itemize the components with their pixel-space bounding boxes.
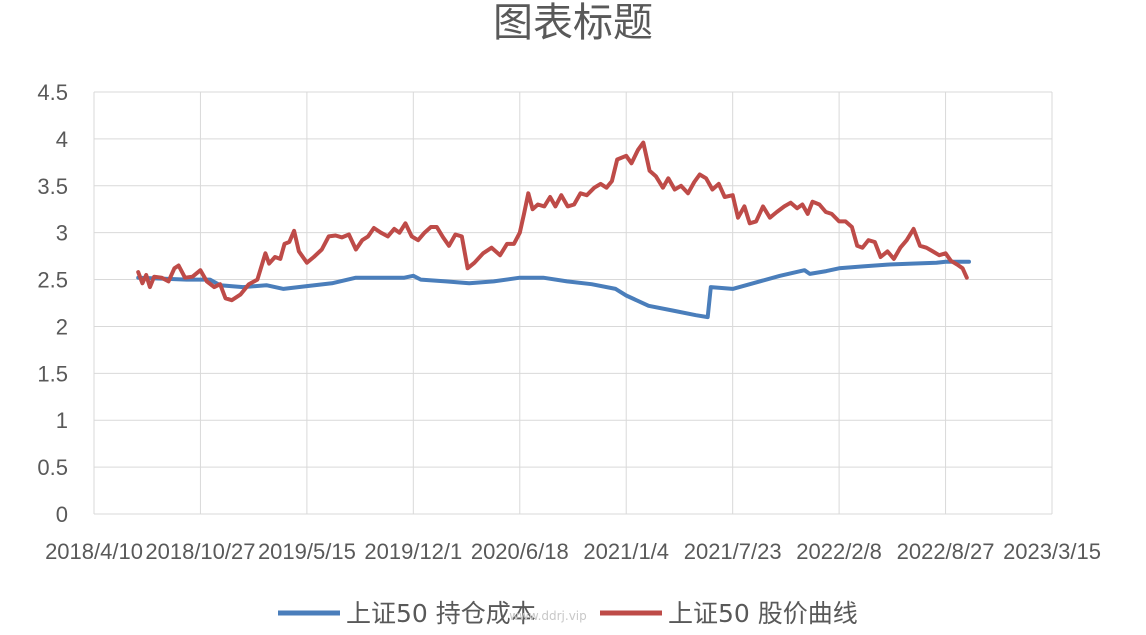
series-lines bbox=[136, 140, 971, 320]
legend-label: 上证50 持仓成本 bbox=[346, 599, 536, 628]
y-tick-label: 1.5 bbox=[37, 361, 68, 386]
x-tick-label: 2023/3/15 bbox=[1003, 539, 1101, 564]
x-tick-label: 2018/4/10 bbox=[45, 539, 143, 564]
x-tick-label: 2021/7/23 bbox=[684, 539, 782, 564]
y-tick-label: 4.5 bbox=[37, 80, 68, 105]
y-tick-label: 4 bbox=[56, 127, 68, 152]
x-tick-label: 2019/5/15 bbox=[258, 539, 356, 564]
y-tick-label: 2.5 bbox=[37, 268, 68, 293]
chart-title: 图表标题 bbox=[493, 0, 653, 46]
y-tick-label: 0.5 bbox=[37, 455, 68, 480]
x-tick-label: 2022/8/27 bbox=[897, 539, 995, 564]
watermark: www.ddrj.vip bbox=[509, 609, 587, 623]
y-tick-label: 2 bbox=[56, 314, 68, 339]
x-axis-tick-labels: 2018/4/10 2018/10/27 2019/5/15 2019/12/1 202… bbox=[45, 539, 1101, 564]
plot-area bbox=[93, 91, 1053, 515]
y-tick-label: 3 bbox=[56, 221, 68, 246]
y-tick-label: 3.5 bbox=[37, 174, 68, 199]
x-tick-label: 2022/2/8 bbox=[796, 539, 882, 564]
series-line-holding-cost bbox=[136, 259, 971, 320]
x-tick-label: 2020/6/18 bbox=[471, 539, 569, 564]
x-tick-label: 2018/10/27 bbox=[145, 539, 255, 564]
y-axis-tick-labels: 0 0.5 1 1.5 2 2.5 3 3.5 4 4.5 bbox=[37, 80, 68, 527]
series-line-price-curve bbox=[136, 140, 969, 303]
x-tick-label: 2021/1/4 bbox=[583, 539, 669, 564]
legend: 上证50 持仓成本 上证50 股价曲线 bbox=[278, 599, 858, 628]
x-tick-label: 2019/12/1 bbox=[364, 539, 462, 564]
vertical-gridlines bbox=[93, 92, 1053, 514]
y-tick-label: 1 bbox=[56, 408, 68, 433]
y-tick-label: 0 bbox=[56, 502, 68, 527]
legend-label: 上证50 股价曲线 bbox=[668, 599, 858, 628]
